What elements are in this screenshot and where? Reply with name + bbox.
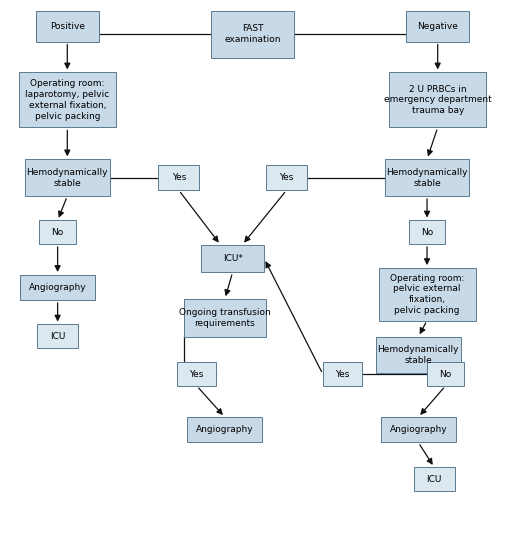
FancyBboxPatch shape	[385, 159, 470, 196]
Text: ICU*: ICU*	[223, 254, 242, 263]
Text: Angiography: Angiography	[196, 425, 254, 434]
FancyBboxPatch shape	[25, 159, 110, 196]
FancyBboxPatch shape	[177, 362, 216, 386]
Text: Yes: Yes	[172, 173, 186, 182]
FancyBboxPatch shape	[211, 11, 294, 58]
FancyBboxPatch shape	[39, 220, 76, 244]
FancyBboxPatch shape	[36, 11, 99, 42]
Text: Negative: Negative	[417, 22, 458, 31]
FancyBboxPatch shape	[427, 362, 464, 386]
Text: Angiography: Angiography	[389, 425, 447, 434]
Text: Angiography: Angiography	[29, 283, 86, 292]
FancyBboxPatch shape	[266, 165, 307, 190]
Text: Operating room:
laparotomy, pelvic
external fixation,
pelvic packing: Operating room: laparotomy, pelvic exter…	[25, 79, 110, 121]
Text: ICU: ICU	[50, 332, 65, 341]
FancyBboxPatch shape	[389, 72, 486, 128]
FancyBboxPatch shape	[414, 467, 455, 491]
Text: No: No	[439, 370, 451, 378]
Text: FAST
examination: FAST examination	[224, 24, 281, 44]
Text: Hemodynamically
stable: Hemodynamically stable	[378, 345, 459, 364]
FancyBboxPatch shape	[158, 165, 199, 190]
FancyBboxPatch shape	[379, 268, 476, 321]
Text: Yes: Yes	[335, 370, 349, 378]
Text: No: No	[421, 228, 433, 237]
FancyBboxPatch shape	[376, 337, 461, 373]
FancyBboxPatch shape	[406, 11, 469, 42]
FancyBboxPatch shape	[20, 275, 95, 300]
Text: Operating room:
pelvic external
fixation,
pelvic packing: Operating room: pelvic external fixation…	[390, 274, 464, 315]
Text: Ongoing transfusion
requirements: Ongoing transfusion requirements	[179, 308, 271, 328]
Text: 2 U PRBCs in
emergency department
trauma bay: 2 U PRBCs in emergency department trauma…	[384, 85, 491, 115]
Text: ICU: ICU	[427, 475, 442, 483]
FancyBboxPatch shape	[184, 299, 266, 337]
FancyBboxPatch shape	[187, 417, 263, 442]
FancyBboxPatch shape	[37, 324, 78, 348]
FancyBboxPatch shape	[381, 417, 456, 442]
Text: Positive: Positive	[50, 22, 85, 31]
Text: Yes: Yes	[189, 370, 204, 378]
FancyBboxPatch shape	[323, 362, 362, 386]
Text: No: No	[52, 228, 64, 237]
Text: Yes: Yes	[279, 173, 293, 182]
Text: Hemodynamically
stable: Hemodynamically stable	[386, 168, 468, 188]
FancyBboxPatch shape	[19, 72, 116, 128]
FancyBboxPatch shape	[201, 245, 264, 272]
Text: Hemodynamically
stable: Hemodynamically stable	[27, 168, 108, 188]
FancyBboxPatch shape	[409, 220, 445, 244]
